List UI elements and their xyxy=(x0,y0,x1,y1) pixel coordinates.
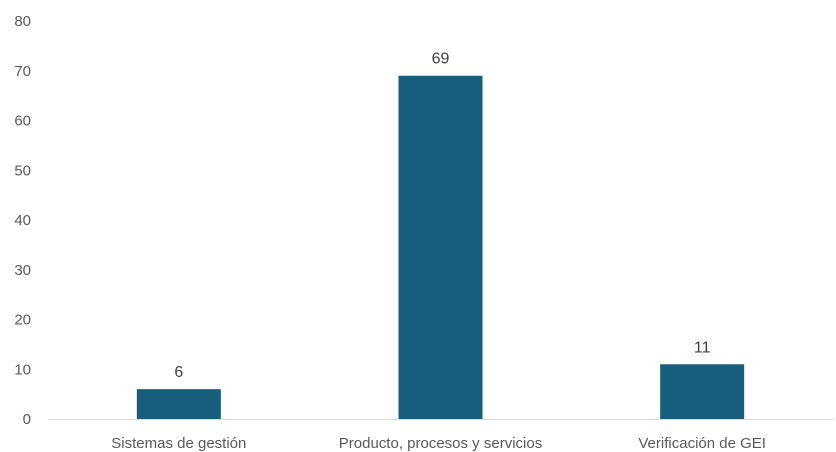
data-label: 11 xyxy=(694,339,711,356)
y-tick-label: 0 xyxy=(23,411,31,428)
bar xyxy=(136,389,221,419)
x-category-label: Producto, procesos y servicios xyxy=(339,435,542,452)
y-tick-label: 30 xyxy=(14,262,31,279)
bar xyxy=(398,75,483,419)
data-label: 6 xyxy=(174,364,183,381)
bar xyxy=(660,364,745,419)
data-label: 69 xyxy=(432,51,450,68)
y-tick-label: 80 xyxy=(14,13,31,30)
y-tick-label: 10 xyxy=(14,361,31,378)
data-labels: 6 69 11 xyxy=(174,51,710,381)
y-tick-label: 70 xyxy=(14,63,31,80)
y-tick-label: 40 xyxy=(14,212,31,229)
x-category-label: Verificación de GEI xyxy=(638,435,766,452)
x-category-label: Sistemas de gestión xyxy=(111,435,246,452)
bars xyxy=(136,75,745,419)
y-tick-label: 50 xyxy=(14,162,31,179)
x-axis-category-labels: Sistemas de gestión Producto, procesos y … xyxy=(111,435,766,452)
y-axis-ticks: 0 10 20 30 40 50 60 70 80 xyxy=(14,13,31,428)
y-tick-label: 60 xyxy=(14,113,31,130)
y-tick-label: 20 xyxy=(14,312,31,329)
